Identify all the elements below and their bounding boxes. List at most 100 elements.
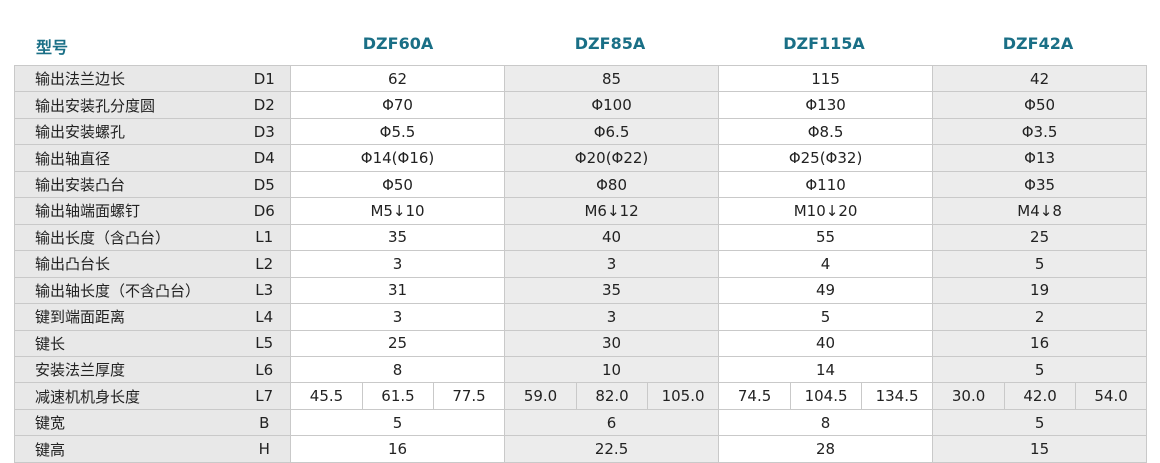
param-code: D2 — [238, 91, 291, 119]
param-code: D5 — [238, 170, 291, 199]
value-cell: 8 — [289, 355, 506, 384]
value-cell: 59.0 — [504, 382, 578, 410]
value-cell: 61.5 — [362, 382, 434, 410]
value-cell: 3 — [289, 250, 506, 278]
table-row: 键高 H 16 22.5 28 15 — [14, 435, 1148, 463]
value-cell: 40 — [504, 223, 720, 252]
param-name: 键高 — [14, 435, 239, 463]
value-cell: 3 — [504, 250, 720, 278]
value-cell: 5 — [289, 408, 506, 437]
param-code: D1 — [238, 64, 291, 93]
model-header-dzf85a: DZF85A — [574, 34, 646, 53]
value-cell: 42 — [932, 64, 1148, 93]
param-name: 键长 — [14, 329, 239, 357]
value-cell: 35 — [504, 276, 720, 305]
value-cell: 3 — [289, 303, 506, 331]
value-cell: Φ70 — [289, 91, 506, 119]
value-cell: Φ110 — [718, 170, 934, 199]
value-cell: 42.0 — [1004, 382, 1077, 410]
value-cell: Φ80 — [504, 170, 720, 199]
param-code: L3 — [238, 276, 291, 305]
value-cell: Φ20(Φ22) — [504, 144, 720, 172]
value-cell: M5↓10 — [289, 197, 506, 225]
model-header-dzf42a: DZF42A — [1002, 34, 1074, 53]
table-row: 键到端面距离 L4 3 3 5 2 — [14, 303, 1148, 331]
param-code: L5 — [238, 329, 291, 357]
value-cell: 14 — [718, 355, 934, 384]
value-cell: 16 — [932, 329, 1148, 357]
value-cell: 115 — [718, 64, 934, 93]
value-cell: 85 — [504, 64, 720, 93]
table-row: 输出安装孔分度圆 D2 Φ70 Φ100 Φ130 Φ50 — [14, 91, 1148, 119]
model-header-dzf115a: DZF115A — [783, 34, 865, 53]
value-cell: 45.5 — [290, 382, 363, 410]
value-cell: 15 — [932, 435, 1148, 463]
value-cell: Φ13 — [932, 144, 1148, 172]
value-cell: Φ3.5 — [932, 117, 1148, 146]
value-cell: 10 — [504, 355, 720, 384]
value-cell: 31 — [289, 276, 506, 305]
param-name: 输出法兰边长 — [14, 64, 239, 93]
value-cell: Φ14(Φ16) — [289, 144, 506, 172]
param-code: D3 — [238, 117, 291, 146]
value-cell: 8 — [718, 408, 934, 437]
value-cell: Φ50 — [289, 170, 506, 199]
table-row: 输出轴直径 D4 Φ14(Φ16) Φ20(Φ22) Φ25(Φ32) Φ13 — [14, 144, 1148, 172]
param-name: 减速机机身长度 — [14, 382, 239, 410]
value-cell: Φ100 — [504, 91, 720, 119]
value-cell: 25 — [932, 223, 1148, 252]
value-cell: 5 — [718, 303, 934, 331]
table-row: 输出长度（含凸台） L1 35 40 55 25 — [14, 223, 1148, 252]
value-cell: Φ50 — [932, 91, 1148, 119]
param-name: 键到端面距离 — [14, 303, 239, 331]
value-cell: 22.5 — [504, 435, 720, 463]
value-cell: 3 — [504, 303, 720, 331]
value-cell: 4 — [718, 250, 934, 278]
value-cell: M4↓8 — [932, 197, 1148, 225]
table-row: 安装法兰厚度 L6 8 10 14 5 — [14, 355, 1148, 384]
table-row: 键长 L5 25 30 40 16 — [14, 329, 1148, 357]
model-label: 型号 — [36, 38, 69, 57]
param-name: 键宽 — [14, 408, 239, 437]
param-code: H — [238, 435, 291, 463]
param-name: 输出安装孔分度圆 — [14, 91, 239, 119]
value-cell: 30.0 — [932, 382, 1006, 410]
value-cell: 30 — [504, 329, 720, 357]
param-code: L2 — [238, 250, 291, 278]
param-name: 输出轴长度（不含凸台） — [14, 276, 239, 305]
param-code: L6 — [238, 355, 291, 384]
value-cell: 6 — [504, 408, 720, 437]
param-code: D4 — [238, 144, 291, 172]
param-name: 输出轴直径 — [14, 144, 239, 172]
value-cell: 54.0 — [1075, 382, 1148, 410]
value-cell: Φ6.5 — [504, 117, 720, 146]
param-name: 输出凸台长 — [14, 250, 239, 278]
value-cell: 19 — [932, 276, 1148, 305]
value-cell: Φ8.5 — [718, 117, 934, 146]
value-cell: 55 — [718, 223, 934, 252]
table-row: 输出法兰边长 D1 62 85 115 42 — [14, 64, 1148, 93]
value-cell: Φ130 — [718, 91, 934, 119]
value-cell: Φ35 — [932, 170, 1148, 199]
param-name: 输出安装螺孔 — [14, 117, 239, 146]
value-cell: M10↓20 — [718, 197, 934, 225]
table-row: 输出轴端面螺钉 D6 M5↓10 M6↓12 M10↓20 M4↓8 — [14, 197, 1148, 225]
value-cell: 25 — [289, 329, 506, 357]
param-name: 安装法兰厚度 — [14, 355, 239, 384]
value-cell: 104.5 — [790, 382, 863, 410]
value-cell: M6↓12 — [504, 197, 720, 225]
value-cell: 82.0 — [576, 382, 649, 410]
value-cell: 105.0 — [647, 382, 720, 410]
param-code: D6 — [238, 197, 291, 225]
value-cell: 5 — [932, 408, 1148, 437]
value-cell: 28 — [718, 435, 934, 463]
spec-table: 输出法兰边长 D1 62 85 115 42 输出安装孔分度圆 D2 Φ70 Φ… — [14, 64, 1148, 463]
value-cell: 5 — [932, 250, 1148, 278]
value-cell: 5 — [932, 355, 1148, 384]
table-row: 输出安装凸台 D5 Φ50 Φ80 Φ110 Φ35 — [14, 170, 1148, 199]
table-row: 输出凸台长 L2 3 3 4 5 — [14, 250, 1148, 278]
param-name: 输出安装凸台 — [14, 170, 239, 199]
param-name: 输出轴端面螺钉 — [14, 197, 239, 225]
value-cell: 35 — [289, 223, 506, 252]
value-cell: 49 — [718, 276, 934, 305]
